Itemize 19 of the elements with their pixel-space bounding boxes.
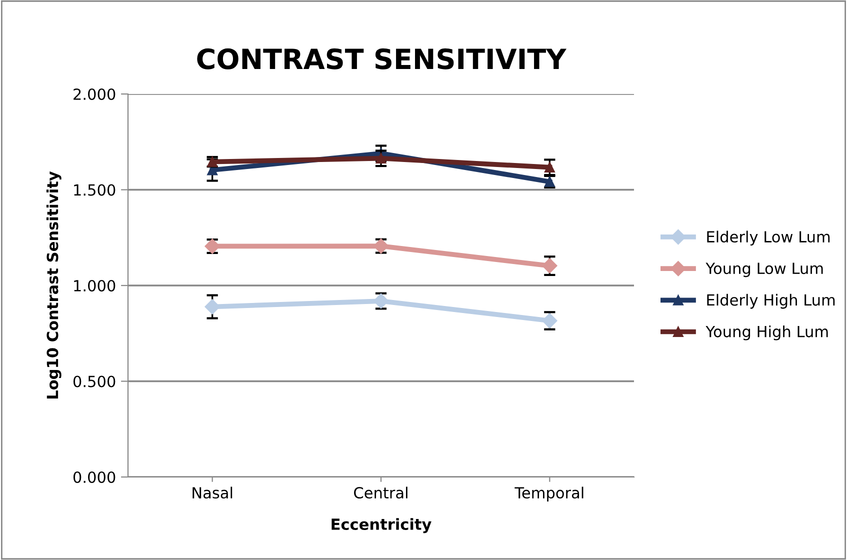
chart-title: CONTRAST SENSITIVITY <box>197 48 566 70</box>
y-tick-label: 1.000 <box>74 280 116 292</box>
x-tick-label: Nasal <box>192 486 232 499</box>
y-tick-label: 2.000 <box>74 88 116 100</box>
y-axis-title: Log10 Contrast Sensitivity <box>46 171 62 398</box>
point <box>204 299 220 314</box>
x-axis-title: Eccentricity <box>332 518 432 534</box>
legend-label: Young High Lum <box>706 325 828 340</box>
x-tick-label: Central <box>354 486 408 499</box>
point <box>544 162 555 173</box>
legend-label: Elderly Low Lum <box>707 230 830 246</box>
x-tick-label: Temporal <box>514 486 584 502</box>
y-tick-label: 1.500 <box>74 184 116 196</box>
y-tick-label: 0.000 <box>73 471 116 484</box>
point <box>376 153 386 164</box>
legend-label: Young Low Lum <box>706 262 823 278</box>
y-tick-label: 0.500 <box>73 376 116 388</box>
point <box>542 258 558 274</box>
legend-label: Elderly High Lum <box>707 294 835 309</box>
